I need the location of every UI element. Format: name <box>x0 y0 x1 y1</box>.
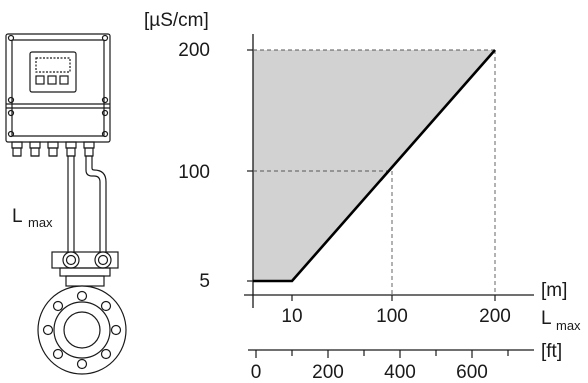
ft-tick-label-600: 600 <box>456 362 488 383</box>
x-axis-label-sub: max <box>556 318 581 333</box>
guide-lines <box>253 49 496 295</box>
ft-tick-label-400: 400 <box>384 362 416 383</box>
y-tick-label-200: 200 <box>178 40 210 61</box>
ft-tick-label-200: 200 <box>312 362 344 383</box>
sensor-head <box>51 251 119 287</box>
conductivity-chart: [µS/cm] 200 100 5 10 100 200 [m] L max [… <box>144 10 581 383</box>
transmitter-housing <box>5 33 111 143</box>
x-axis-unit-m: [m] <box>541 280 567 301</box>
cable-glands <box>11 141 95 157</box>
limit-line <box>253 49 496 283</box>
connecting-cables <box>67 156 107 252</box>
x-axis-unit-ft: [ft] <box>541 341 562 362</box>
x-tick-label-100: 100 <box>376 306 408 327</box>
sensor-flange <box>37 285 127 375</box>
feasible-area <box>253 50 495 281</box>
x-axis-label: L <box>541 308 552 329</box>
cable-length-label-sub: max <box>28 215 53 230</box>
cable-length-label: L <box>12 206 23 227</box>
y-axis-unit: [µS/cm] <box>144 10 209 31</box>
y-ticks <box>247 49 253 282</box>
x-ticks-ft <box>255 350 509 358</box>
y-tick-label-100: 100 <box>178 162 210 183</box>
x-tick-label-200: 200 <box>479 306 511 327</box>
x-ticks-m <box>291 295 496 301</box>
display-window <box>29 51 77 93</box>
device-illustration <box>5 33 127 375</box>
x-tick-label-10: 10 <box>281 306 302 327</box>
y-tick-label-5: 5 <box>199 271 210 292</box>
ft-tick-label-0: 0 <box>251 362 262 383</box>
